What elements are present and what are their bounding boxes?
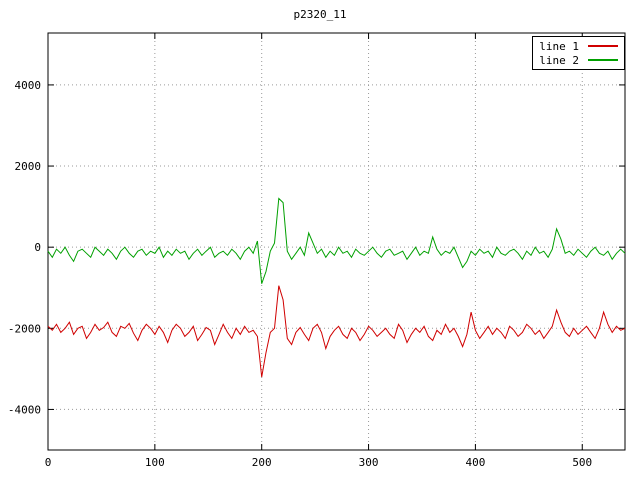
x-tick-label: 200	[252, 456, 272, 469]
y-tick-label: -2000	[8, 322, 41, 335]
series-line-2	[47, 197, 626, 284]
x-tick-label: 0	[45, 456, 52, 469]
y-tick-label: 2000	[15, 160, 42, 173]
legend-label-line2: line 2	[539, 53, 579, 67]
legend-swatch-line2	[588, 59, 618, 61]
y-tick-label: 0	[34, 241, 41, 254]
legend-label-line1: line 1	[539, 39, 579, 53]
x-tick-label: 100	[145, 456, 165, 469]
legend-swatch-line1	[588, 45, 618, 47]
x-tick-label: 300	[359, 456, 379, 469]
x-tick-label: 500	[572, 456, 592, 469]
legend: line 1 line 2	[532, 36, 625, 70]
legend-item-line2: line 2	[539, 53, 618, 67]
x-tick-label: 400	[465, 456, 485, 469]
y-tick-label: 4000	[15, 79, 42, 92]
legend-item-line1: line 1	[539, 39, 618, 53]
plot-border	[47, 32, 626, 451]
series-line-1	[47, 285, 626, 378]
y-tick-label: -4000	[8, 403, 41, 416]
chart-title: p2320_11	[293, 8, 347, 21]
